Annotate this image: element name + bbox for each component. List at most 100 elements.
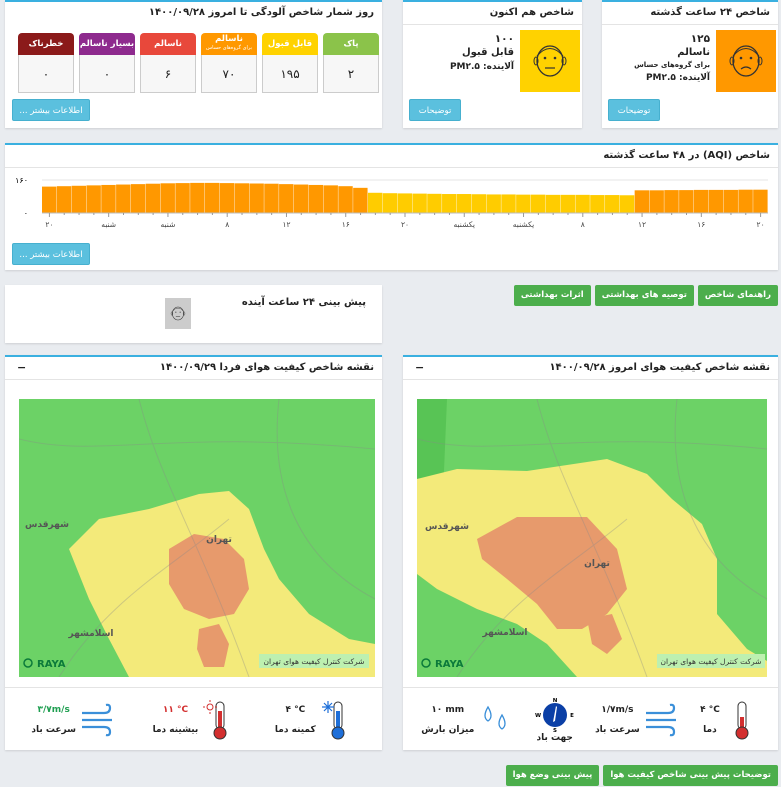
bar bbox=[427, 193, 442, 213]
weather-item: ۱/۷m/s سرعت باد bbox=[595, 699, 680, 741]
bar bbox=[86, 185, 101, 213]
bar bbox=[116, 184, 131, 213]
map-area bbox=[587, 614, 622, 654]
aqi-value: ۱۰۰ bbox=[494, 33, 514, 45]
weather-item: N E S W جهت باد bbox=[535, 697, 575, 743]
bar bbox=[516, 194, 531, 213]
forecast-card: پیش بینی ۲۴ ساعت آینده bbox=[5, 285, 382, 343]
weather-item: ۴ °C دما bbox=[700, 699, 760, 741]
bar bbox=[723, 189, 738, 213]
tile-label: پاک bbox=[343, 39, 359, 49]
company-box bbox=[657, 654, 765, 668]
thermo-bulb bbox=[735, 726, 749, 740]
weather-item: ۱۰ mm میزان بارش bbox=[421, 699, 514, 741]
x-tick-label: ۸ bbox=[225, 220, 229, 229]
weather-item: ۴ °C کمینه دما bbox=[275, 699, 356, 741]
x-tick-label: شنبه bbox=[161, 220, 176, 229]
day-tile: بسیار ناسالم ۰ bbox=[79, 33, 135, 95]
day-tile: پاک ۲ bbox=[323, 33, 379, 95]
bar bbox=[708, 189, 724, 213]
drop bbox=[484, 705, 506, 730]
separator bbox=[5, 167, 778, 168]
tile-count: ۱۹۵ bbox=[262, 55, 318, 93]
bar bbox=[56, 186, 72, 213]
chart-title: شاخص (AQI) در ۴۸ ساعت گذشته bbox=[603, 150, 770, 161]
weather-item: ۱۱ °C بیشینه دما bbox=[153, 699, 239, 741]
footer-button[interactable]: توضیحات پیش بینی شاخص کیفیت هوا bbox=[603, 765, 778, 786]
logo-icon bbox=[421, 658, 431, 668]
map-place: تهران bbox=[584, 559, 610, 569]
icon bbox=[81, 703, 112, 737]
x-tick-label: ۱۲ bbox=[282, 220, 290, 229]
bar bbox=[308, 184, 324, 213]
icon bbox=[484, 705, 506, 730]
map-place: تهران bbox=[206, 535, 232, 545]
card-title: شاخص هم اکنون bbox=[489, 7, 574, 18]
guide-button[interactable]: اثرات بهداشتی bbox=[513, 285, 591, 306]
face-ear bbox=[757, 56, 763, 66]
button[interactable]: اطلاعات بیشتر ... bbox=[12, 99, 90, 121]
sun bbox=[206, 703, 214, 711]
x-tick-label: یکشنبه bbox=[513, 220, 534, 229]
map-area bbox=[169, 534, 249, 619]
bar bbox=[649, 190, 664, 213]
pollutant: آلاینده: PM۲.۵ bbox=[449, 62, 514, 72]
card-title: روز شمار شاخص آلودگی تا امروز ۱۴۰۰/۰۹/۲۸ bbox=[148, 7, 374, 18]
separator bbox=[403, 687, 778, 688]
map-area bbox=[197, 624, 229, 667]
weather-value: ۱/۷m/s bbox=[601, 705, 634, 715]
compass-letter: W bbox=[535, 713, 541, 719]
bar bbox=[249, 183, 264, 213]
aqi-status: ناسالم bbox=[677, 47, 710, 58]
icon bbox=[735, 701, 749, 740]
bar bbox=[679, 190, 694, 213]
bar bbox=[264, 183, 279, 213]
day-tile: ناسالم ۶ bbox=[140, 33, 196, 95]
tile-label: قابل قبول bbox=[267, 39, 313, 49]
bar bbox=[101, 184, 116, 213]
weather-text: ۳/۷m/s سرعت باد bbox=[31, 700, 76, 740]
map: تهران شهرقدس اسلامشهر شرکت کنترل کیفیت ه… bbox=[19, 399, 375, 677]
thermo-bulb bbox=[331, 726, 345, 740]
face-eye bbox=[553, 56, 557, 60]
thermo-bulb bbox=[213, 726, 227, 740]
collapse[interactable]: − bbox=[415, 361, 425, 374]
card-title: شاخص ۲۴ ساعت گذشته bbox=[650, 7, 770, 18]
bar bbox=[175, 183, 190, 213]
bar bbox=[619, 195, 635, 213]
x-tick-label: ۱۶ bbox=[697, 220, 705, 229]
button[interactable]: توضیحات bbox=[608, 99, 660, 121]
icon bbox=[321, 701, 345, 740]
footer-button[interactable]: پیش بینی وضع هوا bbox=[505, 765, 600, 786]
icon bbox=[729, 45, 763, 77]
day-tile: قابل قبول ۱۹۵ bbox=[262, 33, 318, 95]
icon bbox=[203, 700, 227, 740]
bar bbox=[382, 193, 398, 213]
bar bbox=[397, 193, 413, 213]
bar bbox=[590, 195, 605, 213]
face-ear bbox=[729, 56, 735, 66]
card-text: ۱۲۵ ناسالم برای گروه‌های حساس آلاینده: PM۲.… bbox=[634, 32, 710, 85]
tile-sublabel: برای گروه‌های حساس bbox=[205, 45, 253, 51]
face-eye bbox=[749, 56, 753, 60]
bar bbox=[471, 194, 487, 213]
button[interactable]: توضیحات bbox=[409, 99, 461, 121]
face-ear bbox=[170, 311, 174, 316]
collapse[interactable]: − bbox=[17, 361, 27, 374]
aqi-value: ۱۲۵ bbox=[690, 33, 710, 45]
face-eye bbox=[179, 311, 181, 313]
x-tick-label: ۱۶ bbox=[342, 220, 350, 229]
footer-buttons: توضیحات پیش بینی شاخص کیفیت هوا پیش بینی … bbox=[505, 765, 778, 786]
button[interactable]: اطلاعات بیشتر ... bbox=[12, 243, 90, 265]
x-tick-label: ۱۲ bbox=[638, 220, 646, 229]
tile-header: قابل قبول bbox=[262, 33, 318, 55]
face-hair bbox=[172, 307, 184, 312]
face-box bbox=[165, 298, 191, 329]
logo: RAYA bbox=[37, 659, 66, 670]
guide-button[interactable]: توصیه های بهداشتی bbox=[594, 285, 694, 306]
bar bbox=[160, 183, 175, 213]
guide-button[interactable]: راهنمای شاخص bbox=[697, 285, 778, 306]
compass-letter: N bbox=[552, 698, 557, 704]
bar bbox=[219, 183, 235, 213]
